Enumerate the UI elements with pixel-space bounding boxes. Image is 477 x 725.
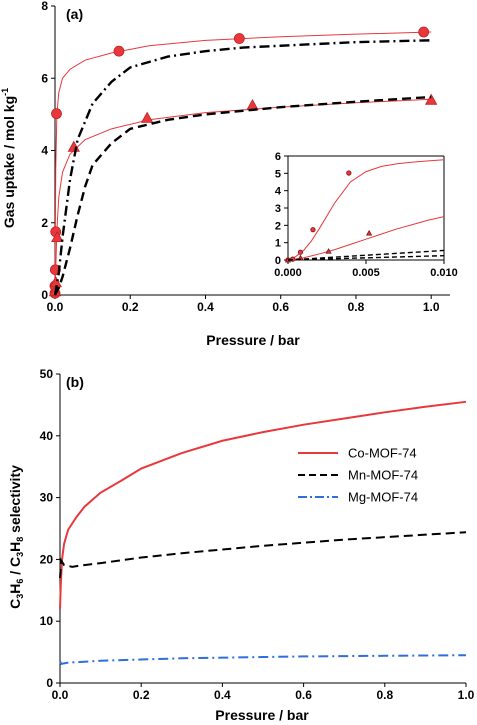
panel-b-ylabel-selectivity: selectivity bbox=[7, 465, 23, 537]
panel-a-ytick-label: 0 bbox=[41, 288, 48, 302]
panel-a-inset-xtick-label: 0.005 bbox=[352, 267, 380, 279]
panel-a-xtick-label: 0.6 bbox=[272, 300, 289, 314]
panel-b-ytick-label: 50 bbox=[40, 367, 54, 381]
panel-b-ylabel: C3H6 / C3H8 selectivity bbox=[7, 465, 25, 609]
panel-b-ylabel-sub1: 3 bbox=[15, 594, 25, 599]
panel-a-inset-series-0 bbox=[287, 159, 445, 261]
panel-b-legend: Co-MOF-74 Mn-MOF-74 Mg-MOF-74 bbox=[298, 446, 418, 505]
panel-b-xtick-label: 0.4 bbox=[214, 688, 231, 702]
panel-a-xlabel: Pressure / bar bbox=[206, 332, 300, 348]
panel-a-inset-series-4 bbox=[287, 249, 445, 261]
panel-a-xtick-label: 0.8 bbox=[348, 300, 365, 314]
panel-a-inset-series-1-point bbox=[346, 170, 352, 176]
panel-a-ytick-label: 6 bbox=[41, 71, 48, 85]
panel-a-ytick-label: 2 bbox=[41, 216, 48, 230]
panel-b-ytick-label: 20 bbox=[40, 552, 54, 566]
panel-a-plot-area: 0 2 4 6 8 0.0 0.2 0.4 0.6 0.8 1.0 0 1 2 3 4 5 6 0.000 0.005… bbox=[41, 0, 457, 314]
panel-b-label: (b) bbox=[66, 374, 84, 390]
panel-a-inset: 0 1 2 3 4 5 6 0.000 0.005 0.010 bbox=[274, 151, 458, 279]
panel-b-ytick-label: 30 bbox=[40, 491, 54, 505]
panel-a-xtick-label: 0.4 bbox=[197, 300, 214, 314]
panel-a-inset-ytick-label: 2 bbox=[275, 220, 281, 232]
panel-a-inset-xtick-label: 0.000 bbox=[274, 267, 302, 279]
panel-b-ytick-label: 0 bbox=[46, 676, 53, 690]
panel-a-ylabel-main: Gas uptake / mol kg bbox=[1, 96, 17, 228]
panel-b-xtick-label: 0.2 bbox=[133, 688, 150, 702]
panel-a-inset-series-3-point bbox=[325, 248, 332, 254]
panel-b-ylabel-slash: / C bbox=[7, 557, 23, 579]
panel-b-series-mg-mof-74 bbox=[59, 654, 467, 665]
panel-a-inset-series-5 bbox=[287, 254, 445, 261]
panel-a-inset-series-1-point bbox=[297, 249, 304, 255]
panel-a-series-5 bbox=[53, 95, 432, 296]
panel-b-ylabel-c3h6: C bbox=[7, 599, 23, 609]
panel-a-ylabel-sup: -1 bbox=[0, 88, 10, 96]
panel-a-xtick-label: 0.2 bbox=[122, 300, 139, 314]
panel-a-inset-ytick-label: 1 bbox=[275, 238, 281, 250]
panel-a-series-1-point bbox=[51, 108, 62, 120]
panel-b-xlabel: Pressure / bar bbox=[215, 707, 309, 723]
panel-b-xtick-label: 0.6 bbox=[295, 688, 312, 702]
panel-b-ylabel-h8: H bbox=[7, 542, 23, 552]
panel-a-inset-ytick-label: 4 bbox=[275, 186, 282, 198]
panel-b-plot-area: 0 10 20 30 40 50 0.0 0.2 0.4 0.6 0.8 1.0 bbox=[40, 367, 475, 702]
legend-mg-mof-74-label: Mg-MOF-74 bbox=[348, 490, 418, 505]
panel-a-inset-background bbox=[288, 154, 445, 260]
panel-a-ylabel: Gas uptake / mol kg-1 bbox=[0, 88, 17, 228]
panel-b-ylabel-sub2: 6 bbox=[15, 579, 25, 584]
panel-b-ytick-label: 40 bbox=[40, 429, 54, 443]
panel-a-series-3-point bbox=[140, 111, 154, 123]
panel-b-ylabel-h6: H bbox=[7, 584, 23, 594]
panel-a-inset-xtick-label: 0.010 bbox=[430, 267, 458, 279]
panel-b-xtick-label: 0.0 bbox=[52, 688, 69, 702]
panel-a-series-3-point bbox=[51, 230, 64, 243]
panel-b: 0 10 20 30 40 50 0.0 0.2 0.4 0.6 0.8 1.0 (b) Pressu… bbox=[7, 367, 475, 723]
panel-a-series-3-point bbox=[246, 99, 259, 111]
panel-b-xtick-label: 0.8 bbox=[376, 688, 393, 702]
panel-b-series-mn-mof-74 bbox=[59, 531, 467, 579]
legend-co-mof-74-label: Co-MOF-74 bbox=[348, 446, 417, 461]
panel-b-ylabel-sub4: 8 bbox=[15, 537, 25, 542]
panel-a-inset-series-2 bbox=[287, 216, 445, 261]
panel-a-series-1-point bbox=[233, 33, 245, 44]
panel-a-inset-ytick-label: 0 bbox=[275, 255, 281, 267]
panel-a-xtick-label: 1.0 bbox=[423, 300, 440, 314]
panel-b-ylabel-sub3: 3 bbox=[15, 552, 25, 557]
panel-a-inset-ytick-label: 5 bbox=[275, 168, 281, 180]
panel-a-series-1-point bbox=[418, 26, 430, 38]
panel-b-ytick-label: 10 bbox=[40, 614, 54, 628]
panel-a-ytick-label: 8 bbox=[41, 0, 48, 13]
legend-mn-mof-74-label: Mn-MOF-74 bbox=[348, 468, 418, 483]
panel-b-xtick-label: 1.0 bbox=[458, 688, 475, 702]
panel-a-inset-series-1-point bbox=[310, 227, 316, 233]
panel-a-xtick-label: 0.0 bbox=[47, 300, 64, 314]
panel-a-series-4 bbox=[53, 39, 432, 296]
panel-a-inset-ytick-label: 6 bbox=[275, 151, 281, 163]
panel-a-inset-ytick-label: 3 bbox=[275, 203, 281, 215]
panel-a-series-3-point bbox=[425, 93, 438, 105]
panel-a-series-1-point bbox=[113, 45, 125, 57]
panel-a-label: (a) bbox=[66, 6, 83, 22]
panel-a-ytick-label: 4 bbox=[41, 144, 48, 158]
panel-b-series-co-mof-74 bbox=[59, 400, 467, 609]
panel-a-inset-series-3-point bbox=[366, 229, 373, 236]
panel-a: 0 2 4 6 8 0.0 0.2 0.4 0.6 0.8 1.0 0 1 2 3 4 5 6 0.000 0.005… bbox=[0, 0, 458, 348]
